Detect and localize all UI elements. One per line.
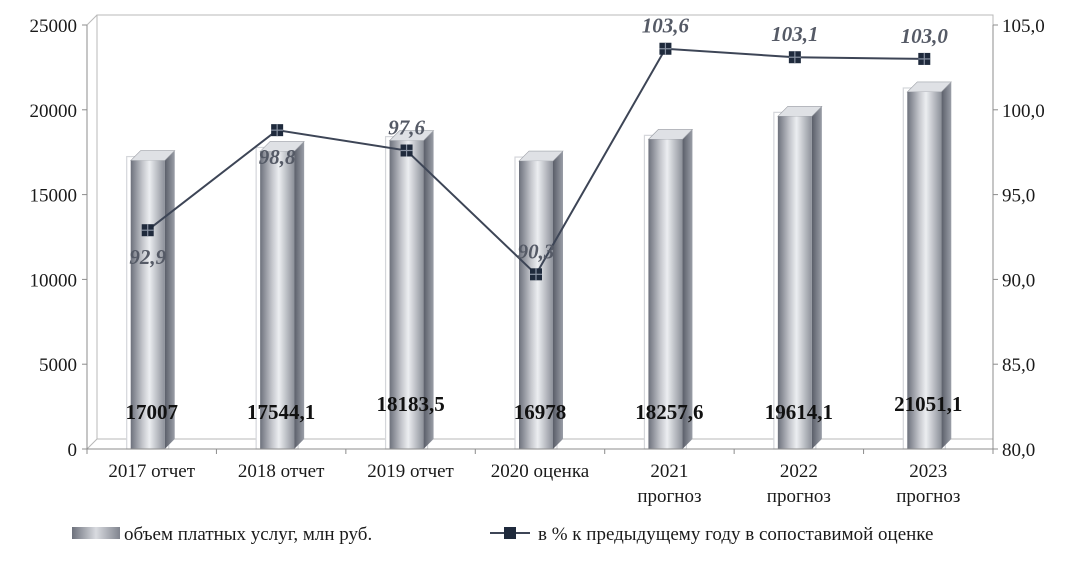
bar-front xyxy=(130,160,165,449)
bar-value-label: 19614,1 xyxy=(765,400,833,424)
bar-value-label: 18257,6 xyxy=(635,400,703,424)
bar-side xyxy=(811,106,822,450)
x-tick-label: 2018 отчет xyxy=(238,461,325,482)
bar-value-label: 21051,1 xyxy=(894,392,962,416)
bar[interactable] xyxy=(255,141,305,450)
bar-side xyxy=(294,141,305,449)
x-tick-label: прогноз xyxy=(767,486,831,507)
bar-side xyxy=(682,129,693,449)
bar-value-label: 18183,5 xyxy=(376,392,444,416)
line-point[interactable] xyxy=(659,42,672,55)
line-value-label: 98,8 xyxy=(259,145,296,169)
y-left-tick-label: 25000 xyxy=(30,16,78,37)
y-left-tick-label: 15000 xyxy=(30,186,78,207)
line-value-label: 103,0 xyxy=(901,24,949,48)
bar[interactable] xyxy=(643,129,694,450)
x-tick-label: 2017 отчет xyxy=(108,461,195,482)
line-point[interactable] xyxy=(141,224,154,237)
line-point[interactable] xyxy=(918,52,931,65)
legend-swatch-bar xyxy=(72,527,120,539)
bar-side xyxy=(941,81,952,450)
line-value-label: 92,9 xyxy=(129,245,166,269)
bar-value-label: 17544,1 xyxy=(247,400,315,424)
bar-front xyxy=(519,161,553,450)
y-left-tick-label: 5000 xyxy=(39,355,77,376)
bar-side xyxy=(553,151,563,450)
bar-front xyxy=(907,91,942,450)
y-right-tick-label: 100,0 xyxy=(1002,101,1045,122)
bar-front xyxy=(648,139,683,449)
plot-back-wall xyxy=(86,14,994,450)
bar[interactable] xyxy=(902,81,953,450)
legend-label: объем платных услуг, млн руб. xyxy=(124,524,372,545)
bar-side xyxy=(164,150,175,449)
bar[interactable] xyxy=(773,106,823,450)
legend-swatch-marker xyxy=(504,527,516,539)
legend-item-line: в % к предыдущему году в сопоставимой оц… xyxy=(490,524,934,545)
line-value-label: 90,3 xyxy=(518,239,555,263)
x-tick-label: 2020 оценка xyxy=(491,461,590,482)
line-point[interactable] xyxy=(788,51,801,64)
x-tick-label: прогноз xyxy=(637,486,701,507)
bar-front xyxy=(777,116,812,450)
y-left-tick-label: 0 xyxy=(68,440,78,461)
y-right-tick-label: 95,0 xyxy=(1002,186,1035,207)
line-point[interactable] xyxy=(271,124,284,137)
line-value-label: 103,1 xyxy=(771,22,818,46)
y-left-tick-label: 10000 xyxy=(30,270,78,291)
line-value-label: 103,6 xyxy=(642,14,690,38)
plot-wall-edge xyxy=(86,14,98,26)
line-value-label: 97,6 xyxy=(388,116,425,140)
y-right-tick-label: 90,0 xyxy=(1002,270,1035,291)
y-right-tick-label: 105,0 xyxy=(1002,16,1045,37)
x-tick-label: 2023 xyxy=(909,461,947,482)
bar-value-label: 16978 xyxy=(514,400,567,424)
bar-side xyxy=(423,130,434,449)
legend-label: в % к предыдущему году в сопоставимой оц… xyxy=(538,524,934,545)
bar-value-label: 17007 xyxy=(125,400,178,424)
bar-front xyxy=(260,151,295,449)
x-tick-label: прогноз xyxy=(896,486,960,507)
y-left-tick-label: 20000 xyxy=(30,101,78,122)
line-point[interactable] xyxy=(530,268,542,281)
x-tick-label: 2019 отчет xyxy=(367,461,454,482)
bar-front xyxy=(389,140,424,449)
x-tick-label: 2022 xyxy=(780,461,818,482)
bar[interactable] xyxy=(514,150,564,450)
legend-item-bars: объем платных услуг, млн руб. xyxy=(72,524,372,545)
y-right-tick-label: 80,0 xyxy=(1002,440,1035,461)
y-right-tick-label: 85,0 xyxy=(1002,355,1035,376)
x-tick-label: 2021 xyxy=(650,461,688,482)
bar[interactable] xyxy=(384,130,435,450)
line-point[interactable] xyxy=(400,144,413,157)
